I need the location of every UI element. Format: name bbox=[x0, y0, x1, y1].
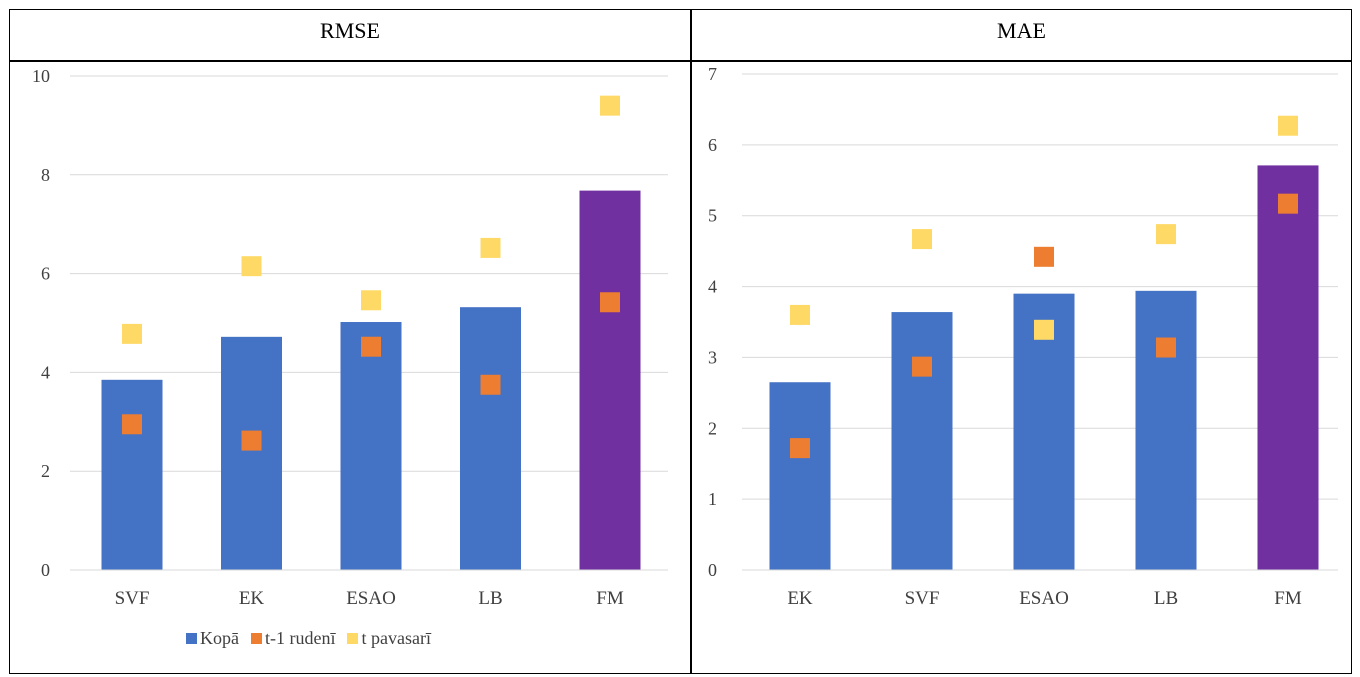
mae-marker-s1-ek bbox=[790, 305, 810, 325]
legend-item-rudeni: t-1 rudenī bbox=[251, 628, 335, 649]
legend-label-rudeni: t-1 rudenī bbox=[265, 628, 335, 649]
mae-marker-s0-svf bbox=[912, 357, 932, 377]
mae-ytick-label: 5 bbox=[708, 206, 717, 226]
legend-swatch-pavasari bbox=[347, 633, 358, 644]
rmse-marker-s0-fm bbox=[600, 292, 620, 312]
mae-ytick-label: 0 bbox=[708, 560, 717, 580]
mae-bar-lb bbox=[1136, 291, 1197, 570]
mae-bar-ek bbox=[770, 382, 831, 570]
mae-category-label: LB bbox=[1154, 588, 1178, 609]
rmse-marker-s0-esao bbox=[361, 337, 381, 357]
mae-marker-s1-svf bbox=[912, 229, 932, 249]
mae-marker-s1-esao bbox=[1034, 320, 1054, 340]
mae-marker-s0-fm bbox=[1278, 194, 1298, 214]
rmse-ytick-label: 0 bbox=[41, 560, 50, 580]
mae-category-label: EK bbox=[787, 588, 813, 609]
rmse-marker-s1-esao bbox=[361, 290, 381, 310]
mae-ytick-label: 2 bbox=[708, 418, 717, 438]
rmse-ytick-label: 8 bbox=[41, 165, 50, 185]
mae-category-label: FM bbox=[1274, 588, 1302, 609]
rmse-category-label: EK bbox=[239, 588, 265, 609]
rmse-ytick-label: 2 bbox=[41, 461, 50, 481]
mae-category-label: ESAO bbox=[1019, 588, 1069, 609]
rmse-category-label: SVF bbox=[115, 588, 150, 609]
legend-item-pavasari: t pavasarī bbox=[347, 628, 430, 649]
mae-ytick-label: 7 bbox=[708, 64, 717, 84]
rmse-marker-s1-svf bbox=[122, 324, 142, 344]
legend-item-kopa: Kopā bbox=[186, 628, 239, 649]
mae-marker-s1-fm bbox=[1278, 116, 1298, 136]
legend: Kopā t-1 rudenī t pavasarī bbox=[186, 628, 431, 649]
rmse-category-label: LB bbox=[478, 588, 502, 609]
rmse-ytick-label: 6 bbox=[41, 264, 50, 284]
rmse-marker-s0-lb bbox=[481, 375, 501, 395]
rmse-marker-s0-svf bbox=[122, 414, 142, 434]
rmse-bar-ek bbox=[221, 337, 282, 570]
rmse-bar-fm bbox=[580, 191, 641, 570]
mae-ytick-label: 6 bbox=[708, 135, 717, 155]
rmse-marker-s1-fm bbox=[600, 96, 620, 116]
mae-bar-svf bbox=[892, 312, 953, 570]
rmse-category-label: FM bbox=[596, 588, 624, 609]
rmse-ytick-label: 4 bbox=[41, 362, 50, 382]
mae-marker-s1-lb bbox=[1156, 224, 1176, 244]
legend-label-kopa: Kopā bbox=[200, 628, 239, 649]
rmse-marker-s1-lb bbox=[481, 238, 501, 258]
rmse-bar-esao bbox=[341, 322, 402, 570]
mae-marker-s0-esao bbox=[1034, 247, 1054, 267]
mae-ytick-label: 4 bbox=[708, 277, 717, 297]
legend-swatch-rudeni bbox=[251, 633, 262, 644]
mae-ytick-label: 3 bbox=[708, 347, 717, 367]
mae-marker-s0-ek bbox=[790, 438, 810, 458]
rmse-category-label: ESAO bbox=[346, 588, 396, 609]
rmse-bar-lb bbox=[460, 307, 521, 570]
mae-bar-fm bbox=[1258, 165, 1319, 570]
rmse-ytick-label: 10 bbox=[32, 66, 50, 86]
mae-category-label: SVF bbox=[905, 588, 940, 609]
mae-marker-s0-lb bbox=[1156, 338, 1176, 358]
rmse-marker-s1-ek bbox=[242, 256, 262, 276]
mae-ytick-label: 1 bbox=[708, 489, 717, 509]
legend-label-pavasari: t pavasarī bbox=[361, 628, 430, 649]
legend-swatch-kopa bbox=[186, 633, 197, 644]
rmse-marker-s0-ek bbox=[242, 431, 262, 451]
rmse-bar-svf bbox=[102, 380, 163, 570]
